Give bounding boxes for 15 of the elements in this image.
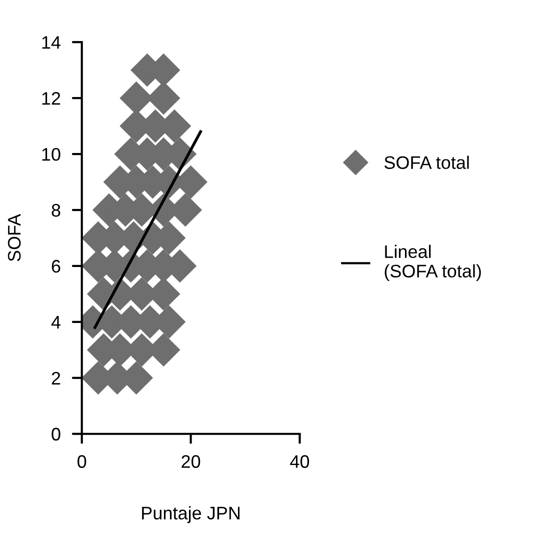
x-tick-label: 20 [182,455,200,468]
y-axis-title: SOFA [8,214,21,262]
x-tick-label: 0 [78,455,86,468]
y-tick-label: 4 [51,316,60,328]
y-tick-label: 10 [42,148,60,161]
x-tick-label: 40 [290,455,310,468]
y-tick-label: 6 [52,260,60,273]
y-tick-label: 8 [52,204,60,217]
y-tick-label: 12 [42,92,60,105]
y-tick-label: 0 [52,428,60,441]
legend-label: Lineal (SOFA total) [384,244,481,282]
y-tick-label: 2 [52,372,60,384]
x-axis-title: Puntaje JPN [142,506,240,524]
legend-label: SOFA total [384,156,469,169]
y-tick-label: 14 [42,36,60,49]
